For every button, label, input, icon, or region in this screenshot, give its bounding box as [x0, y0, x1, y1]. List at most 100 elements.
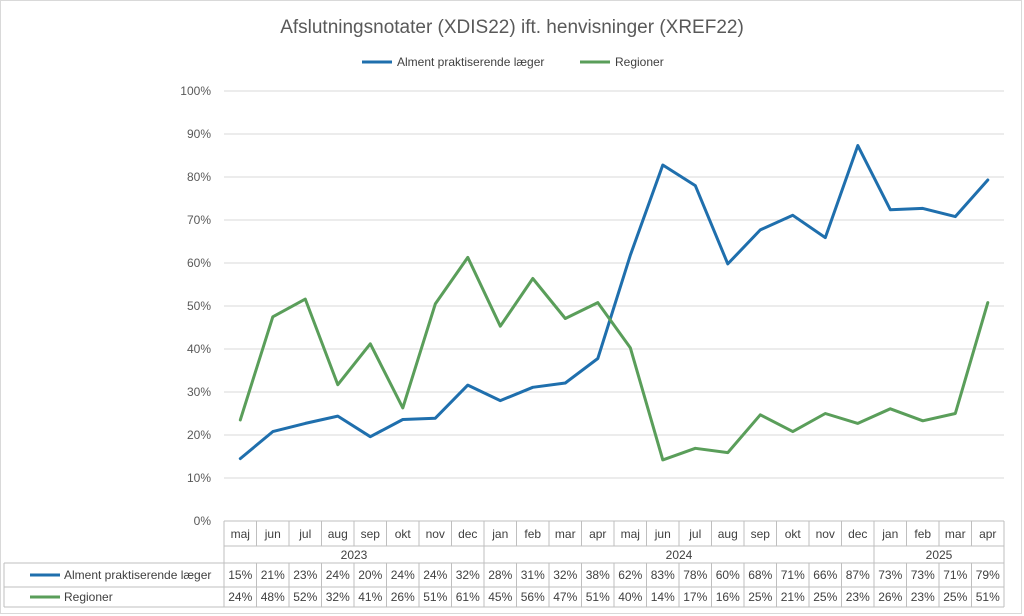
data-label: 47% [553, 590, 577, 604]
legend: Alment praktiserende læger Regioner [362, 55, 664, 69]
data-label: 62% [618, 568, 642, 582]
data-label: 71% [943, 568, 967, 582]
x-tick-label: aug [718, 527, 738, 541]
data-label: 32% [456, 568, 480, 582]
x-tick-label: jul [688, 527, 701, 541]
data-label: 52% [293, 590, 317, 604]
y-tick-label: 30% [187, 385, 211, 399]
x-tick-label: jun [654, 527, 671, 541]
data-label: 21% [781, 590, 805, 604]
y-tick-label: 60% [187, 256, 211, 270]
legend-label: Regioner [615, 55, 664, 69]
series-line [238, 144, 990, 461]
data-label: 45% [488, 590, 512, 604]
data-label: 71% [781, 568, 805, 582]
gridlines [224, 90, 1004, 479]
data-label: 24% [423, 568, 447, 582]
data-label: 51% [976, 590, 1000, 604]
data-label: 83% [651, 568, 675, 582]
data-label: 32% [553, 568, 577, 582]
data-label: 51% [586, 590, 610, 604]
x-tick-label: sep [361, 527, 381, 541]
data-label: 28% [488, 568, 512, 582]
y-axis: 0% 10% 20% 30% 40% 50% 60% 70% 80% 90% 100% [180, 84, 211, 528]
x-tick-label: maj [231, 527, 250, 541]
x-tick-label: jun [264, 527, 281, 541]
data-label: 51% [423, 590, 447, 604]
data-label: 48% [261, 590, 285, 604]
data-label: 24% [391, 568, 415, 582]
table-series-name: Regioner [64, 590, 113, 604]
x-year-label: 2023 [341, 548, 368, 562]
data-label: 31% [521, 568, 545, 582]
data-label: 66% [813, 568, 837, 582]
x-tick-label: jan [881, 527, 898, 541]
data-label: 60% [716, 568, 740, 582]
x-tick-label: sep [751, 527, 771, 541]
x-tick-label: feb [524, 527, 541, 541]
x-tick-label: dec [458, 527, 477, 541]
data-label: 38% [586, 568, 610, 582]
x-tick-label: jan [491, 527, 508, 541]
y-tick-label: 20% [187, 428, 211, 442]
table-series-name: Alment praktiserende læger [64, 568, 211, 582]
data-label: 20% [358, 568, 382, 582]
data-label: 16% [716, 590, 740, 604]
data-label: 40% [618, 590, 642, 604]
data-label: 61% [456, 590, 480, 604]
data-label: 87% [846, 568, 870, 582]
data-label: 24% [228, 590, 252, 604]
x-tick-label: feb [914, 527, 931, 541]
data-label: 23% [846, 590, 870, 604]
series-lines [238, 144, 990, 462]
y-tick-label: 40% [187, 342, 211, 356]
y-tick-label: 50% [187, 299, 211, 313]
x-tick-label: apr [589, 527, 606, 541]
data-label: 68% [748, 568, 772, 582]
y-tick-label: 10% [187, 471, 211, 485]
data-label: 24% [326, 568, 350, 582]
x-tick-label: mar [555, 527, 576, 541]
data-label: 26% [878, 590, 902, 604]
data-label: 17% [683, 590, 707, 604]
data-label: 79% [976, 568, 1000, 582]
data-label: 15% [228, 568, 252, 582]
series-line [238, 255, 990, 462]
y-tick-label: 0% [194, 514, 212, 528]
data-label: 41% [358, 590, 382, 604]
data-label: 25% [943, 590, 967, 604]
y-tick-label: 100% [180, 84, 211, 98]
legend-label: Alment praktiserende læger [397, 55, 544, 69]
x-year-label: 2025 [926, 548, 953, 562]
data-label: 26% [391, 590, 415, 604]
data-label: 32% [326, 590, 350, 604]
x-tick-label: maj [621, 527, 640, 541]
x-tick-label: apr [979, 527, 996, 541]
data-label: 25% [813, 590, 837, 604]
data-label: 78% [683, 568, 707, 582]
x-tick-label: nov [426, 527, 445, 541]
x-tick-label: mar [945, 527, 966, 541]
data-label: 23% [293, 568, 317, 582]
data-label: 23% [911, 590, 935, 604]
chart-title: Afslutningsnotater (XDIS22) ift. henvisn… [280, 17, 744, 38]
x-tick-label: dec [848, 527, 867, 541]
x-tick-label: okt [395, 527, 412, 541]
y-tick-label: 90% [187, 127, 211, 141]
data-label: 25% [748, 590, 772, 604]
data-label: 21% [261, 568, 285, 582]
data-label: 73% [911, 568, 935, 582]
y-tick-label: 70% [187, 213, 211, 227]
x-tick-label: aug [328, 527, 348, 541]
data-label: 14% [651, 590, 675, 604]
x-year-label: 2024 [666, 548, 693, 562]
y-tick-label: 80% [187, 170, 211, 184]
data-label: 56% [521, 590, 545, 604]
x-tick-label: nov [816, 527, 835, 541]
x-tick-label: okt [785, 527, 802, 541]
x-tick-label: jul [298, 527, 311, 541]
data-label: 73% [878, 568, 902, 582]
